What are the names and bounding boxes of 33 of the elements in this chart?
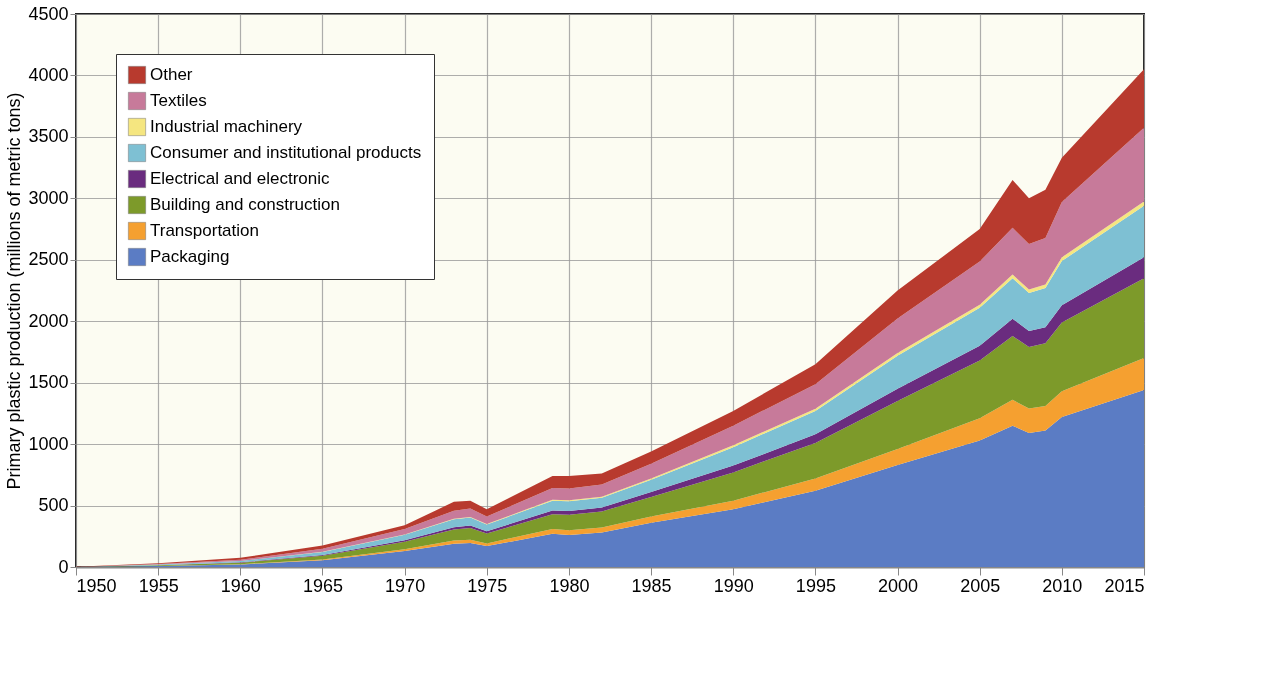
y-tick-label: 0 (58, 556, 69, 577)
x-tick-label: 1955 (138, 575, 179, 596)
legend-label: Transportation (150, 221, 259, 240)
legend-label: Industrial machinery (150, 117, 303, 136)
x-tick-label: 1980 (549, 575, 590, 596)
x-tick-label: 2010 (1042, 575, 1083, 596)
x-tick-label: 1990 (713, 575, 754, 596)
x-tick-label: 2000 (878, 575, 919, 596)
x-tick-label: 2015 (1104, 575, 1145, 596)
x-tick-label: 2005 (960, 575, 1001, 596)
x-tick-label: 1950 (76, 575, 117, 596)
y-tick-label: 3500 (28, 126, 69, 147)
x-tick-label: 1965 (302, 575, 343, 596)
legend-label: Consumer and institutional products (150, 143, 422, 162)
x-tick-label: 1960 (220, 575, 261, 596)
x-tick-label: 1970 (385, 575, 426, 596)
legend-label: Other (150, 65, 193, 84)
y-tick-label: 2000 (28, 310, 69, 331)
legend-label: Electrical and electronic (150, 169, 331, 188)
y-tick-label: 1000 (28, 433, 69, 454)
legend-label: Packaging (150, 247, 230, 266)
y-tick-label: 4000 (28, 64, 69, 85)
y-tick-label: 1500 (28, 372, 69, 393)
x-tick-label: 1995 (795, 575, 836, 596)
y-tick-label: 4500 (28, 3, 69, 24)
legend-label: Textiles (150, 91, 207, 110)
y-tick-label: 2500 (28, 249, 69, 270)
x-tick-label: 1985 (631, 575, 672, 596)
y-tick-label: 500 (38, 495, 69, 516)
x-tick-label: 1975 (467, 575, 508, 596)
y-axis-title: Primary plastic production (millions of metric tons) (4, 92, 25, 490)
legend-label: Building and construction (150, 195, 340, 214)
y-tick-label: 3000 (28, 187, 69, 208)
